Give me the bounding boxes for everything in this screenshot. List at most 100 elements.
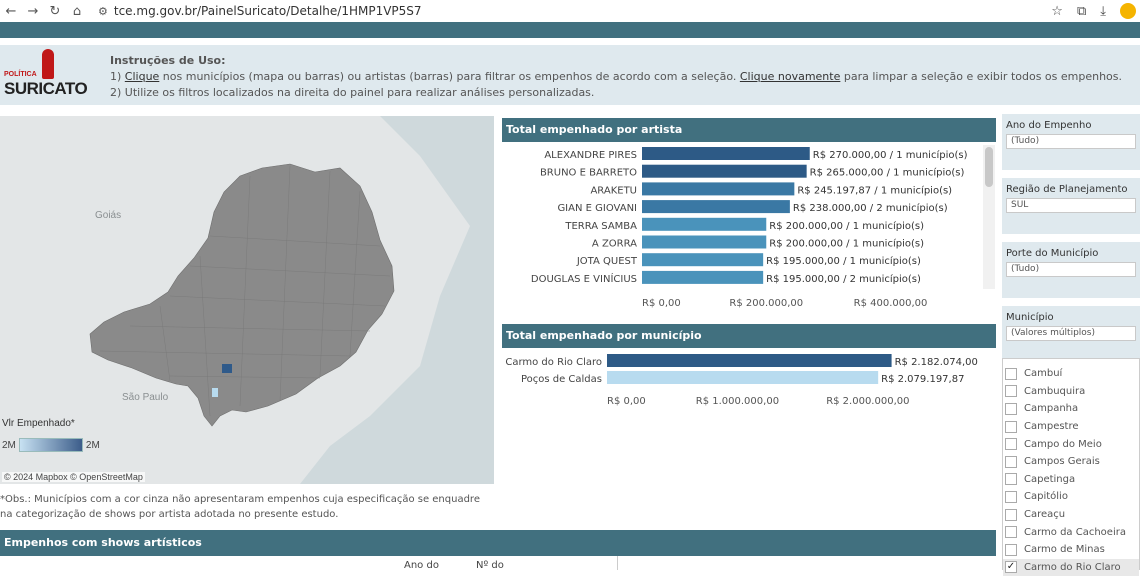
- municipio-option[interactable]: Cambuí: [1003, 365, 1139, 383]
- scroll-thumb[interactable]: [985, 147, 993, 187]
- star-icon[interactable]: ☆: [1051, 3, 1063, 19]
- forward-icon[interactable]: →: [27, 3, 39, 19]
- header: POLÍTICA SURICATO Instruções de Uso: 1) …: [0, 45, 1140, 105]
- filter-ano-select[interactable]: (Tudo): [1006, 134, 1136, 149]
- sao-paulo-label: São Paulo: [122, 392, 169, 403]
- municipio-option-label: Campanha: [1024, 403, 1079, 415]
- checkbox[interactable]: [1005, 490, 1017, 503]
- carmo-do-rio-claro-area[interactable]: [222, 364, 232, 373]
- municipio-option[interactable]: Capetinga: [1003, 471, 1139, 489]
- data-label: R$ 270.000,00 / 1 município(s): [813, 149, 968, 161]
- minas-gerais-shape[interactable]: [89, 163, 395, 427]
- municipio-option[interactable]: Campanha: [1003, 400, 1139, 418]
- instructions-line2: 2) Utilize os filtros localizados na dir…: [110, 86, 595, 99]
- filter-municipio: Município (Valores múltiplos): [1002, 306, 1140, 360]
- reload-icon[interactable]: ↻: [49, 3, 61, 19]
- pocos-de-caldas-area[interactable]: [212, 388, 218, 397]
- tune-icon[interactable]: ⚙: [98, 4, 108, 18]
- col-numero-header[interactable]: Nº do: [476, 560, 504, 571]
- checkbox[interactable]: ✓: [1005, 561, 1017, 574]
- artists-chart[interactable]: ALEXANDRE PIRES R$ 270.000,00 / 1 municíp…: [502, 142, 996, 318]
- instructions-line1: 1) Clique nos municípios (mapa ou barras…: [110, 69, 1122, 85]
- data-label: R$ 2.182.074,00: [895, 357, 978, 368]
- bar[interactable]: [642, 182, 795, 196]
- data-label: R$ 2.079.197,87: [881, 374, 964, 385]
- legend-gradient: [18, 438, 83, 452]
- bar[interactable]: [642, 270, 764, 284]
- filter-regiao-select[interactable]: SUL: [1006, 198, 1136, 213]
- filter-regiao-title: Região de Planejamento: [1006, 184, 1128, 195]
- home-icon[interactable]: ⌂: [72, 3, 82, 19]
- filter-municipio-select[interactable]: (Valores múltiplos): [1006, 326, 1136, 341]
- clique-novamente-link: Clique novamente: [739, 70, 841, 83]
- checkbox[interactable]: [1005, 385, 1017, 398]
- checkbox[interactable]: [1005, 508, 1017, 521]
- ocean-area: [300, 116, 494, 484]
- checkbox[interactable]: [1005, 438, 1017, 451]
- filter-regiao: Região de Planejamento SUL: [1002, 178, 1140, 234]
- artists-scrollbar[interactable]: [983, 145, 995, 289]
- municipality-chart-title: Total empenhado por município: [502, 324, 996, 348]
- municipio-option-label: Campos Gerais: [1024, 456, 1100, 468]
- download-icon[interactable]: ⤓: [1100, 3, 1106, 19]
- municipio-option[interactable]: Carmo da Cachoeira: [1003, 523, 1139, 541]
- municipio-option-label: Carmo do Rio Claro: [1024, 561, 1121, 573]
- extension-icon[interactable]: ⧉: [1076, 3, 1087, 19]
- municipio-option-label: Careaçu: [1024, 509, 1066, 521]
- data-label: R$ 200.000,00 / 1 município(s): [769, 238, 924, 250]
- municipio-option[interactable]: Campestre: [1003, 418, 1139, 436]
- bar[interactable]: [642, 253, 764, 267]
- logo-main: SURICATO: [4, 79, 88, 98]
- map-canvas[interactable]: [0, 116, 494, 484]
- logo-top: POLÍTICA: [4, 71, 37, 78]
- municipio-option[interactable]: Campos Gerais: [1003, 453, 1139, 471]
- checkbox[interactable]: [1005, 543, 1017, 556]
- map[interactable]: Goiás São Paulo Vlr Empenhado* 2M 2M © 2…: [0, 116, 494, 484]
- address-bar[interactable]: ⚙ tce.mg.gov.br/PainelSuricato/Detalhe/1…: [98, 4, 422, 18]
- checkbox[interactable]: [1005, 526, 1017, 539]
- observation-note: *Obs.: Municípios com a cor cinza não ap…: [0, 494, 480, 520]
- col-ano-header[interactable]: Ano do: [404, 560, 439, 571]
- checkbox[interactable]: [1005, 420, 1017, 433]
- municipality-chart[interactable]: Carmo do Rio Claro R$ 2.182.074,00 Poços d…: [502, 348, 996, 414]
- browser-toolbar: ← → ↻ ⌂ ⚙ tce.mg.gov.br/PainelSuricato/D…: [0, 0, 1140, 22]
- municipio-option-label: Cambuí: [1024, 368, 1063, 380]
- data-label: R$ 245.197,87 / 1 município(s): [797, 184, 952, 196]
- artists-chart-title: Total empenhado por artista: [502, 118, 996, 142]
- category-label: GIAN E GIOVANI: [557, 203, 637, 214]
- bar[interactable]: [642, 217, 767, 231]
- municipio-option[interactable]: Careaçu: [1003, 506, 1139, 524]
- category-label: Carmo do Rio Claro: [505, 357, 602, 368]
- bar[interactable]: [607, 371, 879, 384]
- checkbox[interactable]: [1005, 367, 1017, 380]
- category-label: A ZORRA: [592, 239, 637, 250]
- municipio-option[interactable]: Carmo de Minas: [1003, 541, 1139, 559]
- filter-ano-title: Ano do Empenho: [1006, 120, 1092, 131]
- clique-link: Clique: [124, 70, 160, 83]
- municipio-option[interactable]: Capitólio: [1003, 488, 1139, 506]
- bar[interactable]: [642, 200, 790, 214]
- municipio-option[interactable]: Cambuquira: [1003, 383, 1139, 401]
- profile-icon[interactable]: [1120, 3, 1136, 19]
- municipio-option[interactable]: Campo do Meio: [1003, 435, 1139, 453]
- bar[interactable]: [607, 354, 892, 367]
- bar[interactable]: [642, 164, 807, 178]
- checkbox[interactable]: [1005, 455, 1017, 468]
- bar[interactable]: [642, 235, 767, 249]
- map-copyright[interactable]: © 2024 Mapbox © OpenStreetMap: [2, 472, 145, 482]
- x-tick-label: R$ 2.000.000,00: [826, 396, 909, 407]
- legend-min: 2M: [2, 439, 16, 451]
- checkbox[interactable]: [1005, 402, 1017, 415]
- shows-table-title: Empenhos com shows artísticos: [0, 530, 996, 556]
- checkbox[interactable]: [1005, 473, 1017, 486]
- filter-municipio-title: Município: [1006, 312, 1054, 323]
- filter-porte-select[interactable]: (Tudo): [1006, 262, 1136, 277]
- x-tick-label: R$ 200.000,00: [729, 298, 803, 309]
- municipio-option[interactable]: ✓ Carmo do Rio Claro: [1003, 558, 1139, 576]
- back-icon[interactable]: ←: [5, 3, 17, 19]
- bar[interactable]: [642, 147, 810, 160]
- category-label: DOUGLAS E VINÍCIUS: [531, 272, 637, 285]
- municipio-option-label: Carmo de Minas: [1024, 544, 1105, 556]
- x-tick-label: R$ 0,00: [642, 298, 681, 309]
- municipio-dropdown[interactable]: Cambuí Cambuquira Campanha Campestre Campo d…: [1002, 358, 1140, 576]
